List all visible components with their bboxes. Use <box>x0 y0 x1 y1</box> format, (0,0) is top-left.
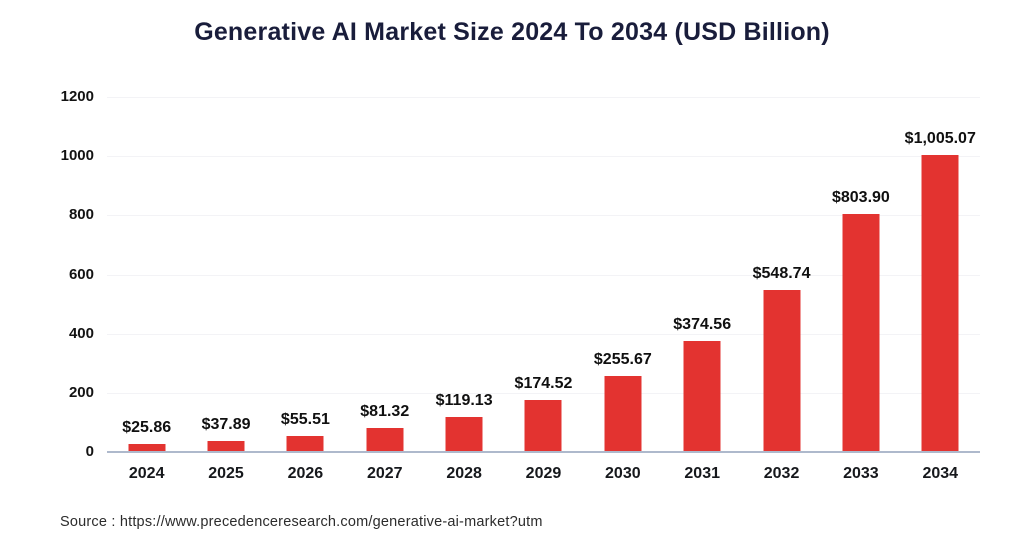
bar-slot-2027: $81.32 2027 <box>345 97 424 482</box>
bar-value-2028: $119.13 <box>435 391 493 409</box>
x-tick-label-2034: 2034 <box>922 465 959 482</box>
x-tick-label-2028: 2028 <box>446 465 482 482</box>
bar-2028 <box>445 416 483 452</box>
x-axis-line <box>107 451 980 453</box>
x-tick-label-2033: 2033 <box>843 465 879 482</box>
bar-slot-2029: $174.52 2029 <box>504 97 583 482</box>
x-tick-label-2029: 2029 <box>525 465 562 482</box>
bar-2024 <box>128 444 166 452</box>
bar-value-2034: $1,005.07 <box>904 129 976 147</box>
bar-slot-2028: $119.13 2028 <box>424 97 503 482</box>
gridline-1000 <box>107 156 980 158</box>
gridline-200 <box>107 392 980 394</box>
y-tick-label-200: 200 <box>68 383 94 401</box>
bar-value-2025: $37.89 <box>201 415 251 433</box>
bar-slot-2034: $1,005.07 2034 <box>901 97 980 482</box>
bar-value-2029: $174.52 <box>514 375 573 393</box>
bar-2030 <box>604 376 642 452</box>
x-tick-label-2026: 2026 <box>287 465 324 482</box>
x-tick-label-2025: 2025 <box>208 465 244 482</box>
x-tick-label-2032: 2032 <box>763 465 800 482</box>
y-tick-label-600: 600 <box>68 265 94 283</box>
bar-slot-2026: $55.51 2026 <box>266 97 345 482</box>
plot-area: $25.86 2024 $37.89 2025 $55.51 2026 $81.32 2027… <box>107 97 980 482</box>
bar-slot-2024: $25.86 2024 <box>107 97 186 482</box>
bar-slot-2031: $374.56 2031 <box>663 97 742 482</box>
source-text: Source : https://www.precedenceresearch.… <box>60 514 543 530</box>
bar-value-2031: $374.56 <box>673 316 732 334</box>
bar-slot-2032: $548.74 2032 <box>742 97 821 482</box>
gridline-800 <box>107 215 980 217</box>
bar-2034 <box>921 154 959 452</box>
gridline-1200 <box>107 97 980 98</box>
bar-slot-2025: $37.89 2025 <box>186 97 265 482</box>
y-tick-label-1200: 1200 <box>60 88 94 105</box>
gridline-600 <box>107 274 980 276</box>
x-tick-label-2027: 2027 <box>366 465 403 482</box>
x-tick-label-2030: 2030 <box>605 465 641 482</box>
gridline-400 <box>107 333 980 335</box>
bar-2029 <box>524 400 562 452</box>
bar-value-2024: $25.86 <box>122 419 172 437</box>
bar-slot-2033: $803.90 2033 <box>821 97 900 482</box>
y-tick-label-800: 800 <box>68 206 94 224</box>
bar-value-2027: $81.32 <box>360 402 410 420</box>
bar-value-2033: $803.90 <box>831 189 890 207</box>
bar-value-2032: $548.74 <box>752 264 811 282</box>
bars-layer: $25.86 2024 $37.89 2025 $55.51 2026 $81.32 2027… <box>107 97 980 482</box>
y-tick-label-400: 400 <box>68 324 94 342</box>
bar-2032 <box>763 289 801 452</box>
bar-slot-2030: $255.67 2030 <box>583 97 662 482</box>
chart-title: Generative AI Market Size 2024 To 2034 (… <box>194 18 830 46</box>
y-tick-label-1000: 1000 <box>60 147 94 165</box>
bar-2031 <box>683 341 721 452</box>
x-tick-label-2031: 2031 <box>684 465 720 482</box>
bar-2025 <box>207 440 245 452</box>
bar-2033 <box>842 214 880 452</box>
y-tick-label-0: 0 <box>85 443 94 460</box>
bar-2027 <box>366 427 404 452</box>
bar-value-2026: $55.51 <box>280 410 330 428</box>
x-tick-label-2024: 2024 <box>128 465 165 482</box>
bar-value-2030: $255.67 <box>593 351 652 369</box>
bar-2026 <box>286 435 324 452</box>
